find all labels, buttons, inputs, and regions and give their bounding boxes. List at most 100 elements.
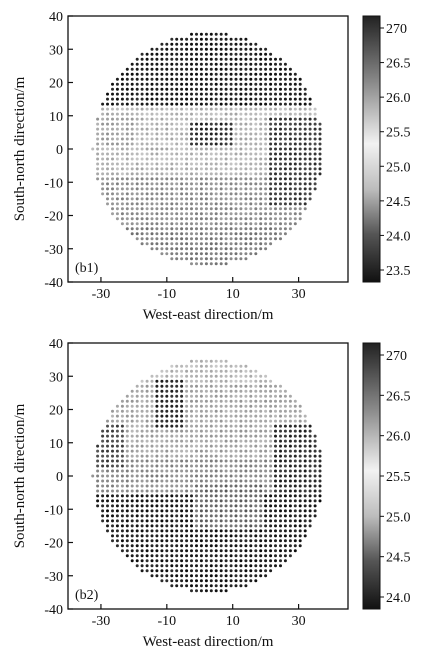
scatter-point bbox=[229, 399, 233, 403]
scatter-point bbox=[106, 489, 109, 493]
scatter-point bbox=[120, 549, 124, 553]
scatter-point bbox=[106, 202, 109, 206]
scatter-point bbox=[308, 187, 312, 191]
scatter-point bbox=[195, 499, 198, 503]
scatter-point bbox=[254, 252, 258, 256]
scatter-point bbox=[249, 554, 253, 558]
scatter-point bbox=[155, 429, 159, 433]
scatter-point bbox=[293, 202, 297, 206]
scatter-point bbox=[244, 384, 248, 388]
scatter-point bbox=[190, 217, 193, 221]
scatter-point bbox=[120, 454, 124, 458]
scatter-point bbox=[115, 474, 119, 478]
scatter-point bbox=[259, 47, 263, 51]
scatter-point bbox=[111, 107, 114, 111]
scatter-point bbox=[195, 167, 198, 171]
scatter-point bbox=[239, 414, 243, 418]
scatter-point bbox=[244, 227, 248, 231]
scatter-point bbox=[229, 107, 233, 111]
scatter-point bbox=[175, 52, 179, 56]
scatter-point bbox=[106, 499, 109, 503]
scatter-point bbox=[209, 252, 213, 256]
scatter-point bbox=[239, 152, 243, 156]
scatter-point bbox=[135, 162, 139, 166]
scatter-point bbox=[140, 187, 144, 191]
scatter-point bbox=[214, 359, 218, 363]
scatter-point bbox=[140, 449, 144, 453]
scatter-point bbox=[224, 509, 228, 513]
scatter-point bbox=[209, 47, 213, 51]
scatter-point bbox=[204, 514, 208, 518]
scatter-point bbox=[150, 444, 154, 448]
scatter-point bbox=[185, 212, 189, 216]
scatter-point bbox=[175, 152, 179, 156]
scatter-point bbox=[214, 464, 218, 468]
scatter-point bbox=[175, 207, 179, 211]
scatter-point bbox=[111, 192, 114, 196]
scatter-point bbox=[274, 152, 277, 156]
scatter-point bbox=[150, 222, 154, 226]
scatter-point bbox=[185, 574, 189, 578]
scatter-point bbox=[199, 564, 203, 568]
scatter-point bbox=[165, 544, 169, 548]
scatter-point bbox=[254, 122, 258, 126]
scatter-point bbox=[229, 227, 233, 231]
scatter-point bbox=[269, 192, 273, 196]
scatter-point bbox=[293, 217, 297, 221]
scatter-point bbox=[303, 524, 307, 528]
scatter-point bbox=[224, 252, 228, 256]
scatter-point bbox=[175, 107, 179, 111]
scatter-point bbox=[279, 439, 282, 443]
scatter-point bbox=[269, 389, 273, 393]
scatter-point bbox=[219, 384, 223, 388]
scatter-point bbox=[239, 524, 243, 528]
scatter-point bbox=[264, 404, 268, 408]
scatter-point bbox=[155, 47, 159, 51]
scatter-point bbox=[239, 484, 243, 488]
scatter-point bbox=[249, 499, 253, 503]
scatter-point bbox=[259, 429, 263, 433]
scatter-point bbox=[204, 554, 208, 558]
scatter-point bbox=[234, 92, 238, 96]
scatter-point bbox=[269, 167, 273, 171]
scatter-point bbox=[288, 172, 292, 176]
scatter-point bbox=[106, 509, 109, 513]
scatter-point bbox=[239, 424, 243, 428]
scatter-point bbox=[180, 549, 184, 553]
scatter-point bbox=[219, 509, 223, 513]
scatter-point bbox=[185, 47, 189, 51]
scatter-point bbox=[279, 489, 282, 493]
scatter-point bbox=[298, 464, 302, 468]
scatter-point bbox=[269, 157, 273, 161]
scatter-point bbox=[224, 379, 228, 383]
scatter-point bbox=[180, 117, 184, 121]
scatter-point bbox=[244, 132, 248, 136]
scatter-point bbox=[288, 187, 292, 191]
scatter-point bbox=[125, 162, 129, 166]
scatter-point bbox=[318, 172, 322, 176]
scatter-point bbox=[264, 237, 268, 241]
scatter-point bbox=[125, 404, 129, 408]
scatter-point bbox=[209, 504, 213, 508]
scatter-point bbox=[185, 237, 189, 241]
scatter-point bbox=[185, 559, 189, 563]
scatter-point bbox=[91, 474, 95, 478]
scatter-point bbox=[219, 77, 223, 81]
scatter-point bbox=[106, 439, 109, 443]
scatter-point bbox=[279, 167, 282, 171]
scatter-point bbox=[199, 152, 203, 156]
scatter-point bbox=[155, 167, 159, 171]
scatter-point bbox=[204, 112, 208, 116]
scatter-point bbox=[283, 504, 287, 508]
scatter-point bbox=[140, 524, 144, 528]
scatter-point bbox=[274, 399, 277, 403]
scatter-point bbox=[254, 544, 258, 548]
scatter-point bbox=[185, 404, 189, 408]
scatter-point bbox=[125, 514, 129, 518]
scatter-point bbox=[219, 544, 223, 548]
scatter-point bbox=[229, 142, 233, 146]
scatter-point bbox=[229, 509, 233, 513]
scatter-point bbox=[219, 142, 223, 146]
scatter-point bbox=[190, 494, 193, 498]
scatter-point bbox=[135, 147, 139, 151]
